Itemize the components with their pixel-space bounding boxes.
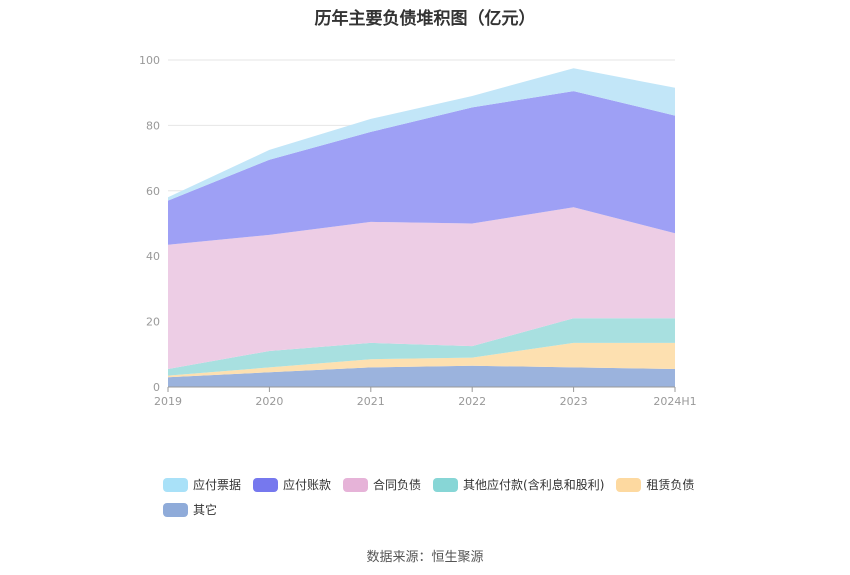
- legend-label: 其他应付款(含利息和股利): [463, 478, 605, 492]
- area-series-5: [168, 68, 675, 201]
- area-series-0: [168, 365, 675, 387]
- x-tick-label: 2022: [458, 395, 486, 408]
- x-tick-label: 2019: [154, 395, 182, 408]
- legend-swatch: [343, 477, 369, 492]
- legend-item[interactable]: 租赁负债: [616, 476, 694, 493]
- y-tick-label: 40: [146, 250, 160, 263]
- legend-label: 租赁负债: [646, 478, 695, 492]
- legend-item[interactable]: 其他应付款(含利息和股利): [433, 476, 604, 493]
- legend-row: 应付票据 应付账款 合同负债 其他应付款(含利息和股利) 租赁负债: [163, 472, 723, 497]
- y-tick-label: 60: [146, 185, 160, 198]
- chart-legend: 应付票据 应付账款 合同负债 其他应付款(含利息和股利) 租赁负债其它: [163, 472, 723, 522]
- x-tick-label: 2020: [255, 395, 283, 408]
- y-tick-label: 20: [146, 316, 160, 329]
- legend-item[interactable]: 应付票据: [163, 476, 241, 493]
- legend-item[interactable]: 合同负债: [343, 476, 421, 493]
- area-series-1: [168, 342, 675, 378]
- area-series-3: [168, 207, 675, 369]
- legend-item[interactable]: 其它: [163, 501, 217, 518]
- legend-item[interactable]: 应付账款: [253, 476, 331, 493]
- y-tick-label: 100: [139, 54, 160, 67]
- y-tick-label: 80: [146, 119, 160, 132]
- legend-label: 其它: [193, 503, 218, 517]
- legend-row: 其它: [163, 497, 723, 522]
- data-source-note: 数据来源：恒生聚源: [366, 550, 484, 565]
- legend-swatch: [253, 477, 279, 492]
- x-tick-label: 2023: [560, 395, 588, 408]
- legend-label: 应付票据: [193, 478, 242, 492]
- area-series-2: [168, 318, 675, 376]
- legend-swatch: [433, 477, 459, 492]
- y-tick-label: 0: [153, 381, 160, 394]
- area-series-4: [168, 91, 675, 245]
- legend-swatch: [163, 477, 188, 492]
- legend-swatch: [163, 502, 188, 517]
- x-tick-label: 2021: [357, 395, 385, 408]
- axes: 0 20 40 60 80 100 2019 2020 2021 2022 2023 2024H1: [139, 54, 697, 408]
- area-series: [168, 68, 675, 387]
- legend-label: 合同负债: [373, 478, 422, 492]
- x-tick-label: 2024H1: [653, 395, 696, 408]
- legend-label: 应付账款: [283, 478, 332, 492]
- chart-title: 历年主要负债堆积图（亿元）: [314, 9, 536, 29]
- legend-swatch: [616, 477, 642, 492]
